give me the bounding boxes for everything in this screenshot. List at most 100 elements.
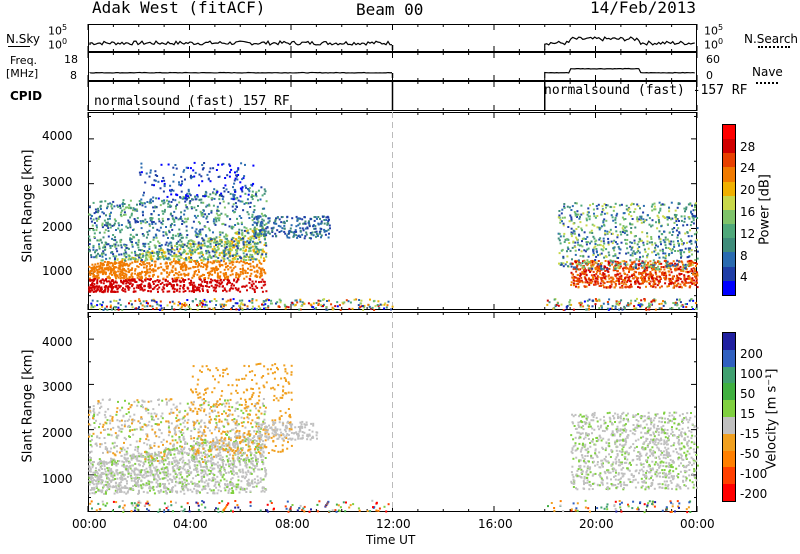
- power-cell: [127, 264, 130, 267]
- power-cell: [658, 270, 661, 273]
- power-cell: [94, 208, 97, 211]
- power-cell: [615, 267, 618, 270]
- power-cell: [117, 306, 120, 309]
- power-cell: [643, 262, 646, 265]
- power-cell: [180, 306, 183, 309]
- power-cell: [263, 244, 266, 246]
- power-cell: [578, 233, 580, 236]
- power-cell: [689, 229, 691, 232]
- power-cell: [574, 249, 577, 252]
- power-cell: [173, 249, 176, 252]
- vel-cbar-tick-100: 100: [740, 367, 763, 381]
- power-cell: [242, 177, 245, 180]
- power-cell: [634, 263, 637, 266]
- power-cell: [587, 308, 590, 311]
- power-cell: [654, 270, 657, 272]
- power-cell: [608, 267, 611, 270]
- xlabel: Time UT: [366, 533, 416, 547]
- power-cell: [652, 299, 655, 302]
- power-cell: [650, 236, 653, 238]
- power-cell: [317, 304, 320, 306]
- power-cell: [641, 279, 644, 282]
- power-cell: [624, 307, 626, 310]
- power-cell: [616, 261, 619, 264]
- power-cell: [104, 228, 107, 231]
- power-cell: [171, 307, 173, 310]
- power-cell: [261, 231, 264, 234]
- power-cell: [676, 298, 678, 301]
- power-cell: [253, 242, 256, 245]
- power-cell: [189, 252, 192, 255]
- power-cell: [265, 234, 268, 237]
- power-cell: [172, 260, 175, 263]
- power-cell: [192, 289, 195, 292]
- power-cell: [98, 268, 101, 271]
- power-cell: [217, 276, 220, 279]
- power-cell: [577, 283, 580, 285]
- power-cell: [192, 220, 195, 223]
- power-cell: [292, 235, 295, 238]
- power-cell: [684, 280, 687, 283]
- power-cell: [117, 205, 119, 208]
- power-cell: [158, 220, 161, 223]
- power-cell: [584, 285, 587, 288]
- power-cell: [650, 285, 653, 288]
- power-cell: [251, 301, 254, 304]
- power-cell: [136, 243, 139, 246]
- power-cell: [144, 271, 147, 274]
- power-cell: [668, 231, 671, 234]
- power-cell: [628, 213, 630, 216]
- power-cell: [682, 270, 685, 273]
- power-cell: [232, 195, 235, 198]
- power-cell: [195, 209, 198, 212]
- power-cell: [666, 238, 669, 241]
- power-cell: [110, 205, 113, 208]
- power-cell: [660, 225, 663, 228]
- power-cell: [219, 271, 222, 274]
- power-cell: [150, 218, 153, 221]
- power-cell: [126, 206, 129, 209]
- power-cell: [210, 211, 213, 214]
- power-cell: [691, 277, 694, 280]
- power-cell: [237, 240, 240, 243]
- power-cell: [242, 252, 245, 255]
- power-cell: [233, 240, 236, 243]
- power-cell: [203, 298, 206, 301]
- power-cell: [305, 231, 308, 234]
- power-cell: [235, 255, 238, 258]
- power-cell: [660, 204, 663, 206]
- power-cell: [691, 253, 693, 256]
- power-cell: [238, 236, 240, 239]
- power-cell: [105, 214, 107, 217]
- power-cell: [190, 243, 193, 245]
- power-cell: [264, 303, 267, 306]
- power-cell: [185, 194, 188, 197]
- power-cell: [115, 241, 118, 244]
- power-cell: [578, 281, 581, 284]
- power-cell: [239, 181, 242, 184]
- power-cell: [216, 272, 219, 275]
- power-cell: [144, 181, 147, 184]
- power-cell: [599, 227, 602, 229]
- power-cell: [579, 272, 582, 275]
- power-cell: [216, 241, 219, 244]
- power-cell: [636, 218, 639, 221]
- power-cell: [88, 265, 91, 268]
- power-cell: [208, 239, 211, 242]
- power-cell: [606, 204, 609, 207]
- power-cell: [145, 301, 148, 304]
- power-cell: [228, 225, 231, 228]
- power-cell: [90, 254, 93, 257]
- power-cell: [122, 289, 125, 292]
- power-cell: [225, 233, 227, 236]
- power-cell: [387, 300, 390, 303]
- power-cell: [145, 253, 148, 256]
- power-cell: [694, 275, 696, 278]
- power-cell: [304, 222, 307, 225]
- power-cell: [203, 242, 206, 245]
- power-cell: [245, 284, 248, 287]
- power-cell: [257, 189, 260, 192]
- power-cell: [131, 256, 134, 259]
- power-cell: [106, 221, 109, 224]
- power-cell: [588, 278, 591, 281]
